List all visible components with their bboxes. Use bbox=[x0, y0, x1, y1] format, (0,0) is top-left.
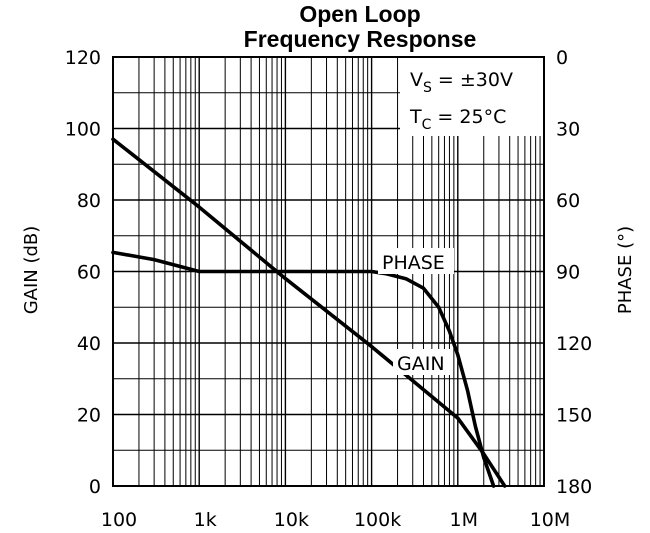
y2-tick-label: 120 bbox=[556, 333, 592, 355]
y2-axis-label: PHASE (°) bbox=[615, 226, 636, 314]
y-tick-label: 40 bbox=[77, 333, 101, 355]
x-tick-label: 10k bbox=[274, 509, 309, 531]
conditions-box-bg bbox=[400, 58, 544, 136]
y2-tick-label: 150 bbox=[556, 405, 592, 427]
y2-tick-label: 180 bbox=[556, 476, 592, 498]
y2-tick-label: 0 bbox=[556, 47, 568, 69]
phase-label-bg bbox=[378, 248, 454, 274]
y2-tick-label: 90 bbox=[556, 262, 580, 284]
x-tick-label: 100k bbox=[354, 509, 401, 531]
gain-series-line bbox=[111, 137, 507, 488]
x-tick-label: 10M bbox=[530, 509, 571, 531]
y2-tick-label: 30 bbox=[556, 119, 580, 141]
series-group bbox=[111, 137, 507, 488]
chart-title-line2: Frequency Response bbox=[244, 26, 477, 52]
y-tick-label: 0 bbox=[89, 476, 101, 498]
gain-label-bg bbox=[393, 349, 453, 375]
gain-series-label: GAIN bbox=[397, 353, 445, 375]
tc-condition: TC = 25°C bbox=[409, 106, 506, 133]
x-tick-label: 1k bbox=[194, 509, 217, 531]
y2-tick-label: 60 bbox=[556, 190, 580, 212]
y-tick-label: 80 bbox=[77, 190, 101, 212]
y-axis-label: GAIN (dB) bbox=[21, 226, 42, 315]
y-tick-label: 60 bbox=[77, 262, 101, 284]
conditions-box: VS = ±30V TC = 25°C bbox=[400, 58, 544, 136]
y-tick-label: 120 bbox=[65, 47, 101, 69]
x-tick-label: 100 bbox=[101, 509, 137, 531]
y-tick-label: 100 bbox=[65, 119, 101, 141]
x-tick-label: 1M bbox=[450, 509, 478, 531]
phase-series-label: PHASE bbox=[382, 252, 445, 274]
y-tick-label: 20 bbox=[77, 405, 101, 427]
vs-condition: VS = ±30V bbox=[410, 69, 513, 96]
chart-title-line1: Open Loop bbox=[299, 1, 420, 27]
phase-series-line bbox=[111, 250, 496, 488]
plot-frame bbox=[112, 56, 545, 487]
tick-labels: 0 20 40 60 80 100 120 0 30 60 90 120 150 180 100 1k 10k 1… bbox=[65, 47, 593, 531]
